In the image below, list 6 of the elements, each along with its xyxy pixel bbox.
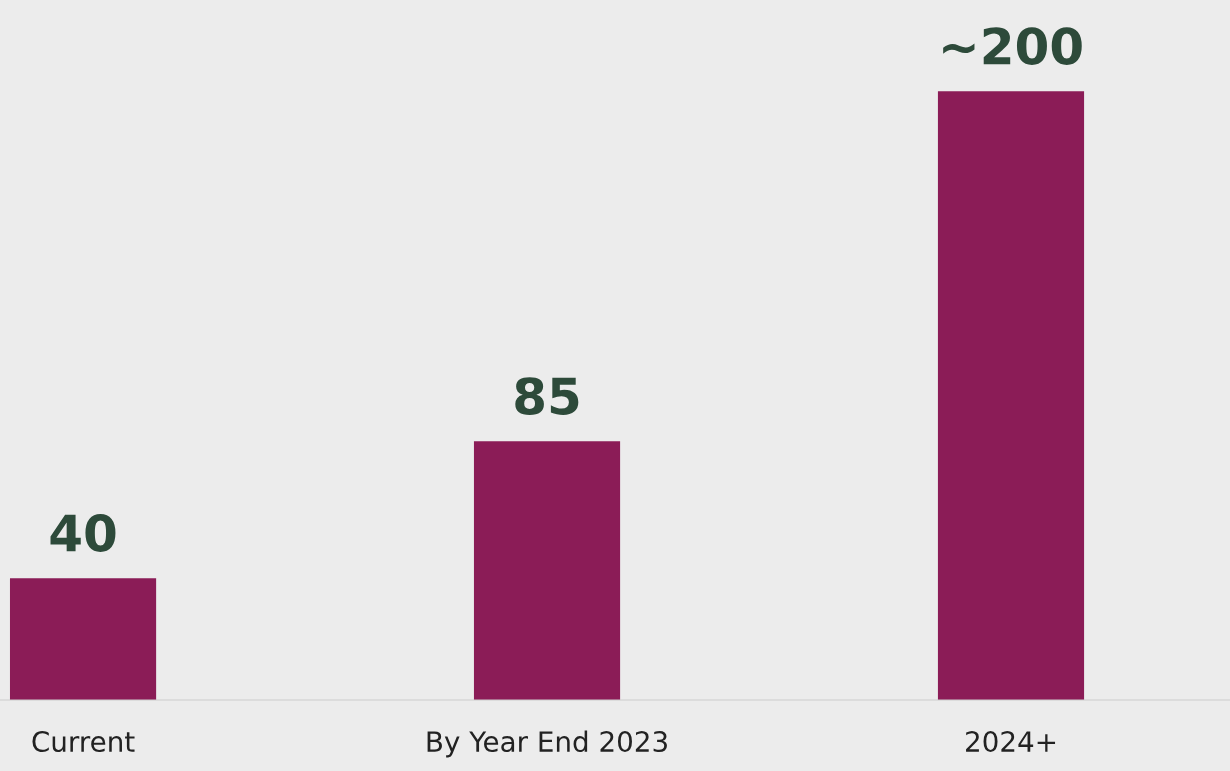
data-label: ~200 — [943, 27, 1082, 65]
data-label: 85 — [515, 377, 579, 415]
x-tick-label: Current — [32, 731, 135, 753]
x-tick-label: 2024+ — [966, 731, 1056, 753]
data-label: 40 — [50, 514, 116, 552]
x-tick-label: By Year End 2023 — [427, 730, 667, 758]
